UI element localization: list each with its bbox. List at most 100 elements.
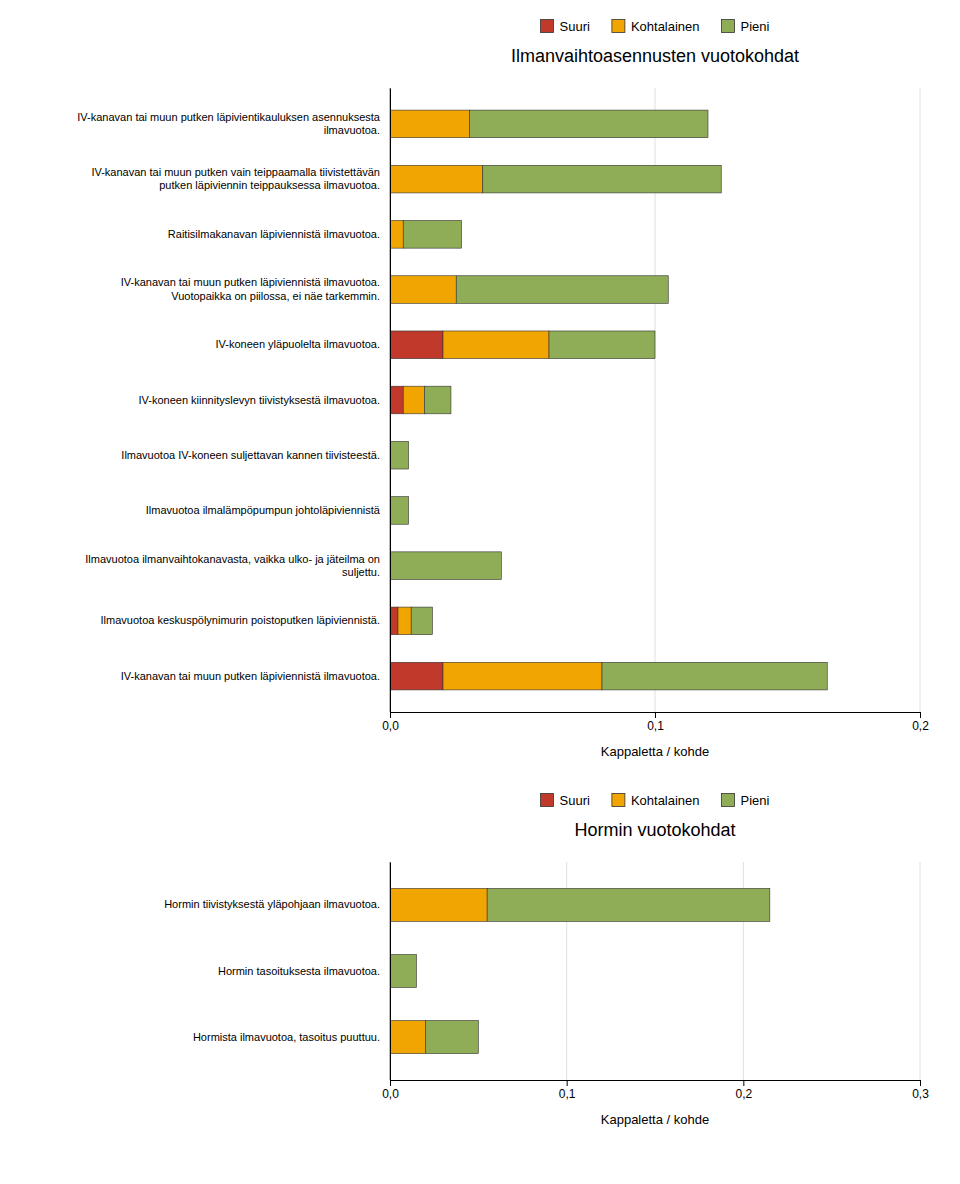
legend: Suuri Kohtalainen Pieni [541,19,770,34]
y-tick-label: IV-kanavan tai muun putken läpivientikau… [77,111,381,136]
zero-line [390,88,391,712]
legend-label: Kohtalainen [631,19,700,34]
y-axis-line [390,89,391,713]
bar-segment [443,662,602,690]
y-tick: IV-koneen yläpuolelta ilmavuotoa. [216,338,381,350]
legend-label: Pieni [741,19,770,34]
chart: 0,0 0,1 0,2 IV-kanavan tai muun putken läpi… [77,19,929,759]
y-tick-label: Hormin tiivistyksestä yläpohjaan ilmavuo… [164,898,380,910]
y-tick-label-line: IV-kanavan tai muun putken läpiviennistä… [121,670,380,682]
x-tick-label: 0,2 [912,719,929,733]
grid-line [390,88,391,712]
y-tick: Hormista ilmavuotoa, tasoitus puuttuu. [193,1031,380,1043]
x-tick-label: 0,1 [647,719,664,733]
legend-swatch [541,794,554,807]
series [390,110,602,690]
x-tick-mark [743,1080,744,1086]
bar-segment [403,221,461,249]
y-axis: IV-kanavan tai muun putken läpivientikau… [77,89,390,713]
legend-label: Kohtalainen [631,793,700,808]
bar-segment [390,954,417,987]
x-tick: 0,2 [735,1080,752,1101]
x-tick-mark [655,712,656,718]
y-tick-label-line: putken läpiviennin teippauksessa ilmavuo… [159,179,380,191]
grid [390,88,920,712]
x-tick: 0,1 [559,1080,576,1101]
y-tick-label: IV-kanavan tai muun putken läpiviennistä… [121,276,380,301]
bar-segment [483,165,722,193]
bar-segment [470,110,709,138]
x-tick-mark [390,712,391,718]
bar-segment [390,110,470,138]
y-tick-label: Ilmavuotoa keskuspölynimurin poistoputke… [101,614,380,626]
y-tick-label-line: Ilmavuotoa keskuspölynimurin poistoputke… [101,614,380,626]
zero-line [390,862,391,1080]
x-tick-label: 0,1 [559,1087,576,1101]
x-tick-label: 0,0 [382,719,399,733]
bar-segment [390,165,483,193]
y-tick: IV-kanavan tai muun putken vain teippaam… [91,166,380,191]
bar-segment [549,331,655,359]
x-tick-label: 0,3 [912,1087,929,1101]
chart-title: Ilmanvaihtoasennusten vuotokohdat [511,46,799,66]
legend-swatch [612,20,625,33]
bar-segment [390,662,443,690]
x-axis-line [391,1081,921,1087]
y-tick-label: IV-kanavan tai muun putken läpiviennistä… [121,670,380,682]
bar-segment [602,662,827,690]
y-tick-label: Raitisilmakanavan läpiviennistä ilmavuot… [168,228,380,240]
y-tick-label: Hormista ilmavuotoa, tasoitus puuttuu. [193,1031,380,1043]
x-axis: 0,0 0,1 0,2 0,3 [382,1080,929,1101]
legend-item: Pieni [722,793,770,808]
legend-swatch [722,794,735,807]
bar-segment [390,276,456,304]
x-axis-line [391,713,921,719]
x-tick: 0,0 [382,712,399,733]
y-tick: Ilmavuotoa ilmanvaihtokanavasta, vaikka … [85,553,380,578]
x-tick: 0,1 [647,712,664,733]
figure: 0,0 0,1 0,2 IV-kanavan tai muun putken läpi… [0,0,960,1184]
y-tick-label-line: suljettu. [342,566,380,578]
bar-segment [390,386,403,414]
bar-segment [390,552,501,580]
y-tick-label-line: IV-kanavan tai muun putken vain teippaam… [91,166,380,178]
legend-swatch [541,20,554,33]
x-tick-mark [920,712,921,718]
bar-segment [390,221,403,249]
series [390,888,487,1053]
y-axis: Hormin tiivistyksestä yläpohjaan ilmavuo… [164,863,390,1081]
y-tick: IV-koneen kiinnityslevyn tiivistyksestä … [139,394,381,406]
y-tick: Ilmavuotoa IV-koneen suljettavan kannen … [121,449,380,461]
y-tick-label-line: Raitisilmakanavan läpiviennistä ilmavuot… [168,228,380,240]
y-tick-label-line: Hormin tiivistyksestä yläpohjaan ilmavuo… [164,898,380,910]
x-tick-label: 0,2 [735,1087,752,1101]
y-tick-label: Hormin tasoituksesta ilmavuotoa. [218,965,380,977]
legend-label: Suuri [560,19,590,34]
x-tick: 0,3 [912,1080,929,1101]
y-tick: Raitisilmakanavan läpiviennistä ilmavuot… [168,228,380,240]
legend-item: Suuri [541,793,590,808]
grid-line [920,862,921,1080]
chart: 0,0 0,1 0,2 0,3 Hormin tiivistyksestä yläpoh… [164,793,929,1127]
legend-swatch [722,20,735,33]
grid [390,862,920,1080]
y-tick: Ilmavuotoa keskuspölynimurin poistoputke… [101,614,380,626]
y-tick-label-line: ilmavuotoa. [324,124,380,136]
bar-segment [411,607,432,635]
legend: Suuri Kohtalainen Pieni [541,793,770,808]
x-axis: 0,0 0,1 0,2 [382,712,929,733]
y-tick-label-line: IV-kanavan tai muun putken läpiviennistä… [121,276,380,288]
y-tick-label-line: IV-koneen yläpuolelta ilmavuotoa. [216,338,381,350]
y-tick: Hormin tiivistyksestä yläpohjaan ilmavuo… [164,898,380,910]
x-tick-label: 0,0 [382,1087,399,1101]
bar-segment [425,1021,478,1054]
bar-segment [443,331,549,359]
legend-label: Pieni [741,793,770,808]
y-tick: Hormin tasoituksesta ilmavuotoa. [218,965,380,977]
bar-segment [390,888,487,921]
x-tick-mark [390,1080,391,1086]
x-tick: 0,2 [912,712,929,733]
bar-segment [390,441,409,469]
y-tick: IV-kanavan tai muun putken läpiviennistä… [121,670,380,682]
x-tick: 0,0 [382,1080,399,1101]
